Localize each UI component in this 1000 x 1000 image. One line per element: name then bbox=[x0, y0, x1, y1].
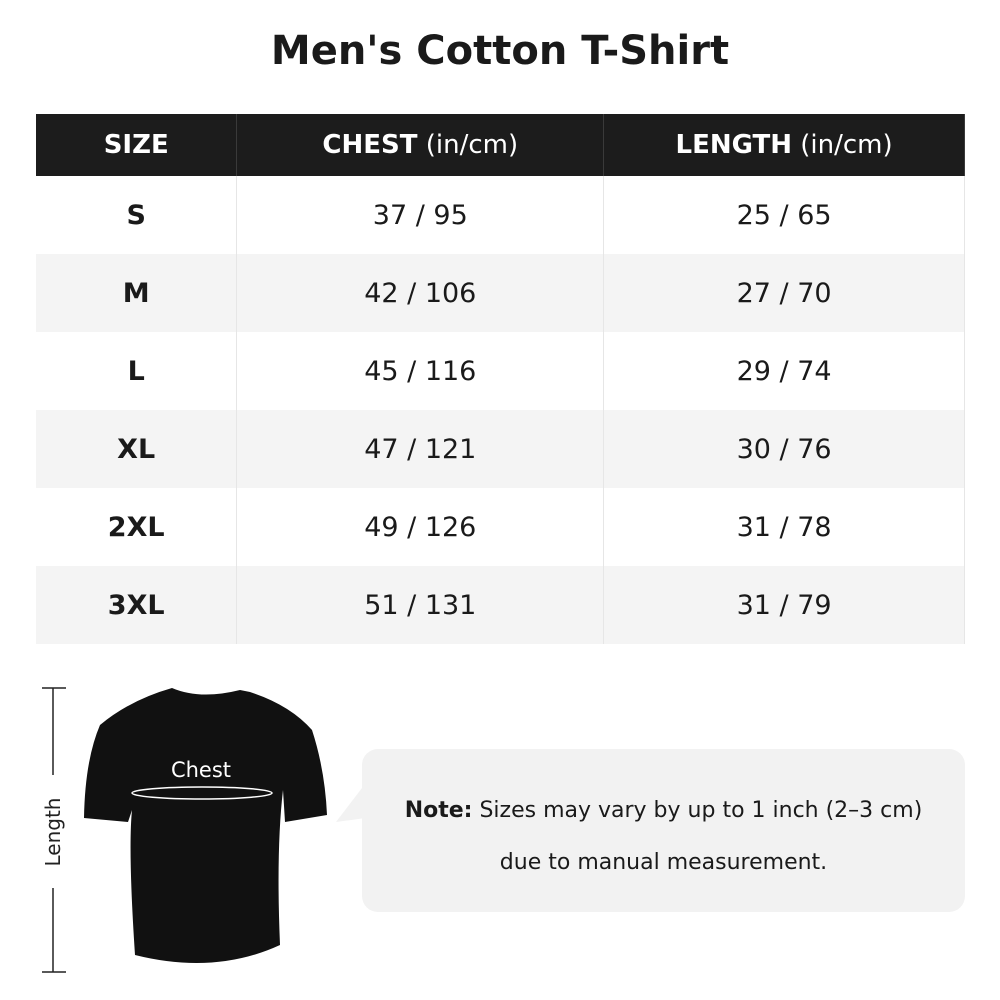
size-cell: S bbox=[36, 176, 238, 254]
chest-cell: 49 / 126 bbox=[236, 488, 605, 566]
table-row: M 42 / 106 27 / 70 bbox=[36, 254, 965, 332]
chest-cell: 37 / 95 bbox=[236, 176, 605, 254]
header-label: LENGTH bbox=[675, 130, 792, 160]
table-row: XL 47 / 121 30 / 76 bbox=[36, 410, 965, 488]
size-cell: XL bbox=[36, 410, 238, 488]
header-unit: (in/cm) bbox=[417, 130, 519, 160]
length-ruler: Length bbox=[41, 687, 66, 973]
chest-cell: 51 / 131 bbox=[236, 566, 605, 644]
note-box: Note: Sizes may vary by up to 1 inch (2–… bbox=[362, 749, 965, 912]
length-cell: 31 / 78 bbox=[603, 488, 965, 566]
length-cell: 29 / 74 bbox=[603, 332, 965, 410]
chest-cell: 42 / 106 bbox=[236, 254, 605, 332]
size-chart-table: SIZE CHEST (in/cm) LENGTH (in/cm) S 37 / … bbox=[36, 114, 965, 644]
length-label: Length bbox=[41, 798, 65, 867]
header-unit: (in/cm) bbox=[792, 130, 893, 160]
length-cell: 25 / 65 bbox=[603, 176, 965, 254]
length-cell: 31 / 79 bbox=[603, 566, 965, 644]
length-cell: 30 / 76 bbox=[603, 410, 965, 488]
page-title: Men's Cotton T-Shirt bbox=[270, 28, 730, 74]
table-header: SIZE CHEST (in/cm) LENGTH (in/cm) bbox=[36, 114, 965, 176]
chest-cell: 47 / 121 bbox=[236, 410, 605, 488]
header-length: LENGTH (in/cm) bbox=[603, 114, 965, 176]
note-line-1: Note: Sizes may vary by up to 1 inch (2–… bbox=[362, 785, 965, 837]
table-row: 3XL 51 / 131 31 / 79 bbox=[36, 566, 965, 644]
note-text: Sizes may vary by up to 1 inch (2–3 cm) bbox=[472, 798, 923, 823]
chest-label: Chest bbox=[171, 758, 231, 782]
speech-bubble-tail bbox=[336, 788, 366, 822]
size-cell: 3XL bbox=[36, 566, 238, 644]
header-size: SIZE bbox=[36, 114, 238, 176]
table-row: S 37 / 95 25 / 65 bbox=[36, 176, 965, 254]
header-chest: CHEST (in/cm) bbox=[236, 114, 605, 176]
header-label: SIZE bbox=[103, 130, 169, 160]
chest-measure-icon bbox=[131, 786, 273, 800]
chest-cell: 45 / 116 bbox=[236, 332, 605, 410]
tshirt-diagram: Length Chest bbox=[41, 687, 327, 973]
header-label: CHEST bbox=[322, 130, 418, 160]
size-cell: L bbox=[36, 332, 238, 410]
note-line-2: due to manual measurement. bbox=[499, 850, 828, 875]
table-row: L 45 / 116 29 / 74 bbox=[36, 332, 965, 410]
length-cell: 27 / 70 bbox=[603, 254, 965, 332]
tshirt-icon bbox=[84, 688, 327, 963]
size-cell: M bbox=[36, 254, 238, 332]
size-cell: 2XL bbox=[36, 488, 238, 566]
table-row: 2XL 49 / 126 31 / 78 bbox=[36, 488, 965, 566]
note-label: Note: bbox=[404, 798, 473, 823]
